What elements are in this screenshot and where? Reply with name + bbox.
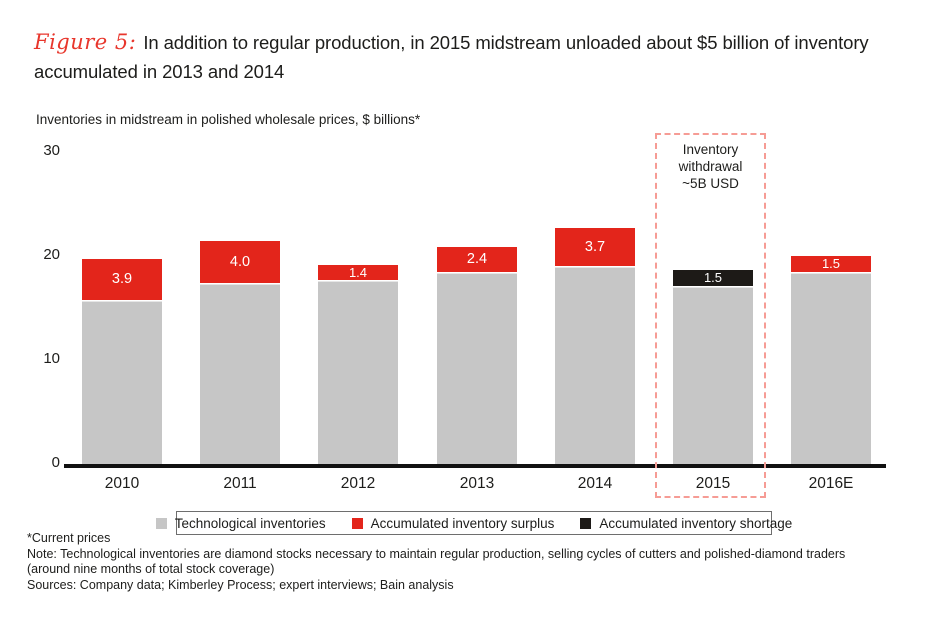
bar-value-label: 2.4 (466, 251, 488, 267)
footnote-line-1: *Current prices (27, 531, 111, 545)
bar-value-label: 3.9 (111, 271, 133, 287)
bar-2016E-technological (791, 273, 871, 464)
legend-item-accumulated-inventory-shortage: Accumulated inventory shortage (580, 516, 792, 531)
bar-2013-technological (437, 273, 517, 464)
legend-label: Accumulated inventory shortage (599, 515, 793, 531)
x-label-2016E: 2016E (808, 475, 854, 492)
x-label-2010: 2010 (104, 475, 140, 492)
bar-2014-technological (555, 267, 635, 464)
bar-2010-surplus: 3.9 (82, 259, 162, 300)
x-axis-line (64, 464, 886, 468)
footnote-line-3: (around nine months of total stock cover… (27, 562, 275, 577)
bar-2011-surplus: 4.0 (200, 241, 280, 283)
bar-value-label: 1.5 (821, 256, 841, 271)
footnotes: *Current prices Note: Technological inven… (27, 531, 927, 593)
bar-value-label: 1.4 (348, 265, 368, 280)
bar-2016E-surplus: 1.5 (791, 256, 871, 272)
x-label-2011: 2011 (223, 475, 257, 492)
legend-swatch-accumulated-inventory-surplus (351, 517, 363, 529)
bar-2011-technological (200, 284, 280, 464)
figure-title: Figure 5: In addition to regular producti… (34, 28, 934, 86)
x-label-2012: 2012 (340, 475, 376, 492)
annotation-box: Inventory withdrawal ~5B USD (655, 133, 766, 498)
x-label-2015: 2015 (695, 475, 731, 492)
bar-2012-surplus: 1.4 (318, 265, 398, 280)
x-label-2014: 2014 (577, 475, 613, 492)
figure-label: Figure 5: (34, 30, 137, 54)
footnote-line-4: Sources: Company data; Kimberley Process… (27, 577, 454, 592)
x-label-2013: 2013 (459, 475, 495, 492)
bar-2010-technological (82, 301, 162, 464)
legend-swatch-accumulated-inventory-shortage (580, 517, 592, 529)
legend: Technological inventories Accumulated inv… (155, 511, 792, 535)
bar-2013-surplus: 2.4 (437, 247, 517, 272)
bar-2015-technological (673, 287, 753, 464)
bar-2012-technological (318, 281, 398, 464)
y-axis-title: Inventories in midstream in polished who… (36, 112, 421, 127)
legend-label: Accumulated inventory surplus (370, 515, 555, 531)
bar-value-label: 3.7 (584, 239, 606, 255)
annotation-text: Inventory withdrawal ~5B USD (678, 142, 743, 191)
bar-2015-shortage: 1.5 (673, 270, 753, 286)
y-tick-30: 30 (43, 142, 60, 159)
figure-title-text: In addition to regular production, in 20… (34, 32, 869, 82)
y-tick-20: 20 (43, 246, 60, 263)
footnote-line-2: Note: Technological inventories are diam… (27, 546, 846, 561)
legend-item-accumulated-inventory-surplus: Accumulated inventory surplus (351, 515, 555, 531)
bar-value-label: 4.0 (229, 254, 251, 270)
y-tick-0: 0 (51, 454, 60, 471)
legend-item-technological-inventories: Technological inventories (155, 515, 326, 531)
y-tick-10: 10 (43, 350, 60, 367)
legend-swatch-technological-inventories (155, 517, 167, 529)
legend-label: Technological inventories (174, 515, 326, 531)
bar-2014-surplus: 3.7 (555, 228, 635, 266)
bar-value-label: 1.5 (703, 270, 723, 285)
